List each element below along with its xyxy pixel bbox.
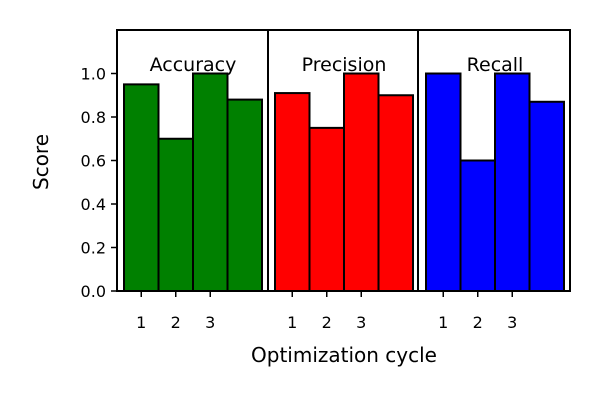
y-tick-label: 0.6 [81, 152, 106, 171]
y-tick-label: 0.4 [81, 195, 106, 214]
y-tick-label: 0.2 [81, 239, 106, 258]
bar-recall-2 [459, 159, 496, 292]
bar-accuracy-1 [123, 83, 160, 292]
y-axis-label: Score [29, 134, 53, 190]
panel-title-precision: Precision [302, 54, 387, 76]
x-tick-label: 3 [205, 313, 215, 332]
panel-frame-recall [417, 29, 571, 292]
x-tick-label: 1 [136, 313, 146, 332]
titles-layer: Accuracy Precision Recall [150, 54, 524, 76]
bar-precision-2 [308, 126, 345, 292]
x-tick-label: 3 [356, 313, 366, 332]
panel-title-accuracy: Accuracy [150, 54, 237, 76]
x-tick-label: 2 [171, 313, 181, 332]
bars-layer [123, 72, 565, 293]
y-tick-label: 1.0 [81, 65, 106, 84]
panel-title-recall: Recall [467, 54, 524, 76]
frames-layer [116, 29, 571, 292]
bar-recall-3 [494, 72, 531, 292]
y-tick-label: 0.8 [81, 108, 106, 127]
bar-precision-3 [343, 72, 380, 292]
bar-recall-1 [425, 72, 462, 292]
y-tick-label: 0.0 [81, 282, 106, 301]
x-tick-label: 1 [287, 313, 297, 332]
y-axis: 0.0 0.2 0.4 0.6 0.8 1.0 [81, 65, 117, 301]
x-axis-label: Optimization cycle [251, 343, 437, 367]
x-tick-label: 3 [507, 313, 517, 332]
bar-accuracy-2 [157, 137, 194, 292]
bar-recall-4 [528, 100, 565, 293]
bar-accuracy-3 [192, 72, 229, 292]
x-tick-label: 1 [438, 313, 448, 332]
x-tick-label: 2 [322, 313, 332, 332]
bar-precision-4 [377, 94, 414, 292]
bar-precision-1 [274, 92, 311, 292]
x-tick-label: 2 [473, 313, 483, 332]
x-axis: 1 2 3 1 2 3 1 2 3 [136, 291, 517, 332]
bar-accuracy-4 [226, 98, 263, 292]
